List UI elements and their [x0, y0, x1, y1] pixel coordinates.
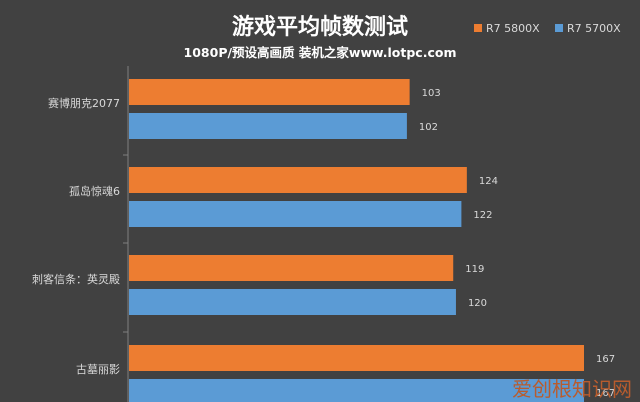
data-label: 167 [596, 388, 615, 399]
data-label: 122 [473, 210, 492, 221]
bar [129, 201, 462, 227]
chart-subtitle: 1080P/预设高画质 装机之家www.lotpc.com [184, 45, 457, 60]
category-label: 刺客信条：英灵殿 [32, 272, 120, 286]
watermark: 爱创根知识网 [512, 377, 632, 401]
legend-label: R7 5700X [567, 22, 621, 35]
data-label: 103 [422, 88, 441, 99]
legend-swatch [555, 24, 563, 32]
bar [129, 79, 410, 105]
legend-swatch [474, 24, 482, 32]
data-label: 124 [479, 176, 498, 187]
plot-area: 赛博朋克2077 103 102 孤岛惊魂6 124 122 刺客信条：英灵殿 119 120 古… [32, 66, 615, 402]
category-label: 古墓丽影 [76, 363, 120, 376]
data-label: 120 [468, 298, 487, 309]
legend-label: R7 5800X [486, 22, 540, 35]
bar [129, 167, 467, 193]
bar [129, 289, 456, 315]
data-label: 167 [596, 354, 615, 365]
data-label: 119 [465, 264, 484, 275]
bar [129, 113, 407, 139]
legend: R7 5800X R7 5700X [474, 22, 621, 35]
category-label: 赛博朋克2077 [48, 96, 120, 110]
data-label: 102 [419, 122, 438, 133]
bar [129, 255, 454, 281]
bar [129, 345, 584, 371]
category-label: 孤岛惊魂6 [69, 184, 120, 198]
bar [129, 379, 584, 402]
chart-title: 游戏平均帧数测试 [232, 14, 408, 40]
